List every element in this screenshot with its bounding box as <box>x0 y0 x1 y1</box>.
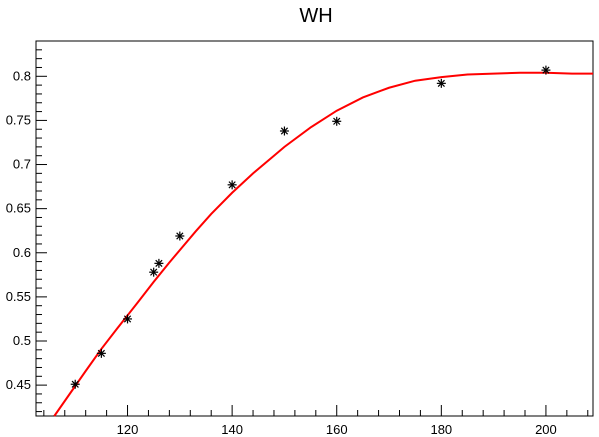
data-point <box>279 126 289 136</box>
y-tick-label: 0.75 <box>6 112 31 127</box>
y-tick-label: 0.65 <box>6 201 31 216</box>
plot-frame <box>35 40 594 417</box>
y-tick-label: 0.7 <box>13 157 31 172</box>
chart-title: WH <box>299 5 332 27</box>
x-tick-label: 180 <box>430 422 452 437</box>
data-point <box>227 180 237 190</box>
data-point <box>70 379 80 389</box>
y-tick-label: 0.5 <box>13 333 31 348</box>
data-point <box>541 65 551 75</box>
fit-curve <box>53 71 593 417</box>
x-tick-label: 160 <box>326 422 348 437</box>
x-tick-label: 200 <box>535 422 557 437</box>
data-point <box>149 267 159 277</box>
y-tick-label: 0.45 <box>6 377 31 392</box>
y-tick-label: 0.6 <box>13 245 31 260</box>
y-tick-label: 0.55 <box>6 289 31 304</box>
data-point <box>436 78 446 88</box>
data-point <box>96 348 106 358</box>
x-tick-label: 120 <box>117 422 139 437</box>
data-point <box>154 258 164 268</box>
x-tick-label: 140 <box>221 422 243 437</box>
y-tick-label: 0.8 <box>13 68 31 83</box>
data-point <box>175 231 185 241</box>
data-point <box>123 314 133 324</box>
data-point <box>332 116 342 126</box>
